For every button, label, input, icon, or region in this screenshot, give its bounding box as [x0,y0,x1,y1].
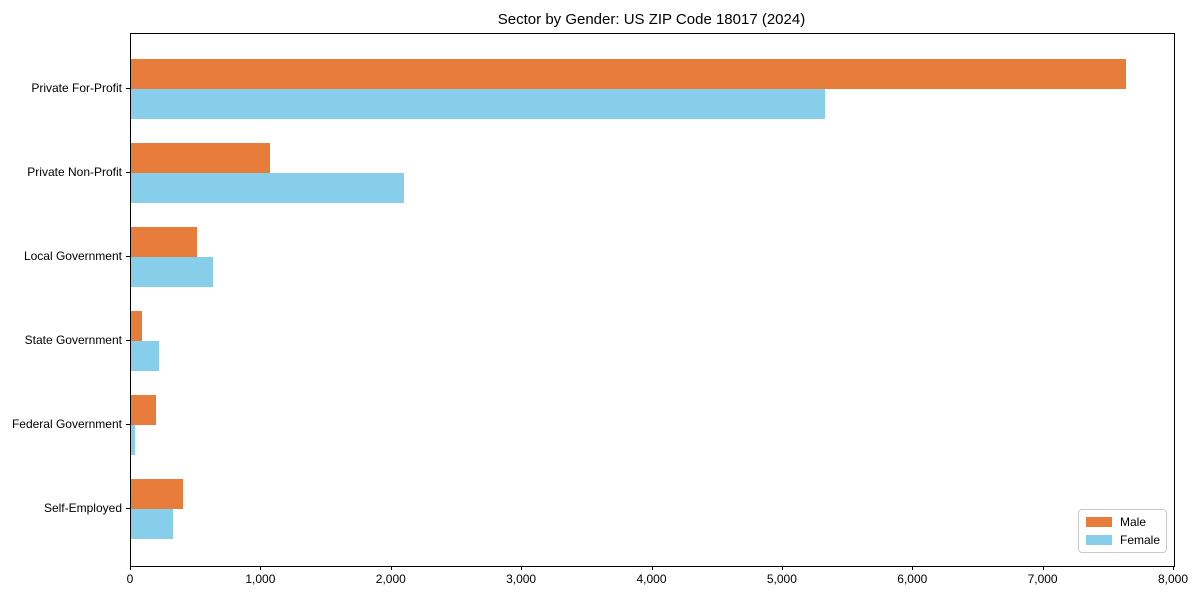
y-category-label: Federal Government [11,417,122,431]
legend-label: Female [1120,533,1161,547]
bar-male-0 [131,59,1126,89]
legend-item-female: Female [1086,533,1161,547]
x-tick-label: 2,000 [375,572,406,586]
x-tick-label: 3,000 [506,572,537,586]
y-category-label: Private For-Profit [31,81,122,95]
bar-male-3 [131,311,143,341]
x-axis-tick [651,566,653,570]
x-tick-label: 5,000 [766,572,797,586]
x-tick-label: 6,000 [897,572,928,586]
y-axis-tick [126,172,130,173]
x-tick-label: 4,000 [636,572,667,586]
legend-swatch-male [1086,517,1112,527]
x-axis-tick [260,566,262,570]
legend: Male Female [1078,509,1167,553]
y-axis-tick [126,88,130,89]
y-category-label: Private Non-Profit [27,165,122,179]
bar-female-3 [131,341,159,371]
y-axis-tick [126,340,130,341]
x-axis-tick [781,566,783,570]
legend-label: Male [1120,515,1147,529]
bar-male-2 [131,227,197,257]
y-category-label: Local Government [23,249,122,263]
x-tick-label: 7,000 [1027,572,1058,586]
bar-female-0 [131,89,825,119]
x-axis-tick [912,566,914,570]
y-category-label: State Government [24,333,122,347]
y-category-label: Self-Employed [43,501,122,515]
x-axis-tick [1042,566,1044,570]
x-tick-label: 8,000 [1157,572,1189,586]
legend-item-male: Male [1086,515,1159,529]
bar-male-4 [131,395,156,425]
bar-female-4 [131,425,135,455]
x-axis-tick [521,566,523,570]
x-tick-label: 0 [126,572,134,586]
bar-male-1 [131,143,270,173]
bar-female-5 [131,509,173,539]
chart-title: Sector by Gender: US ZIP Code 18017 (202… [497,11,806,28]
legend-swatch-female [1086,535,1112,545]
bar-male-5 [131,479,184,509]
bar-female-1 [131,173,404,203]
y-axis-tick [126,256,130,257]
x-axis-tick [130,566,131,570]
bar-female-2 [131,257,214,287]
x-tick-label: 1,000 [245,572,276,586]
plot-area [130,33,1175,567]
x-axis-tick [1173,566,1174,570]
x-axis-tick [390,566,392,570]
y-axis-tick [126,424,130,425]
y-axis-tick [126,508,130,509]
